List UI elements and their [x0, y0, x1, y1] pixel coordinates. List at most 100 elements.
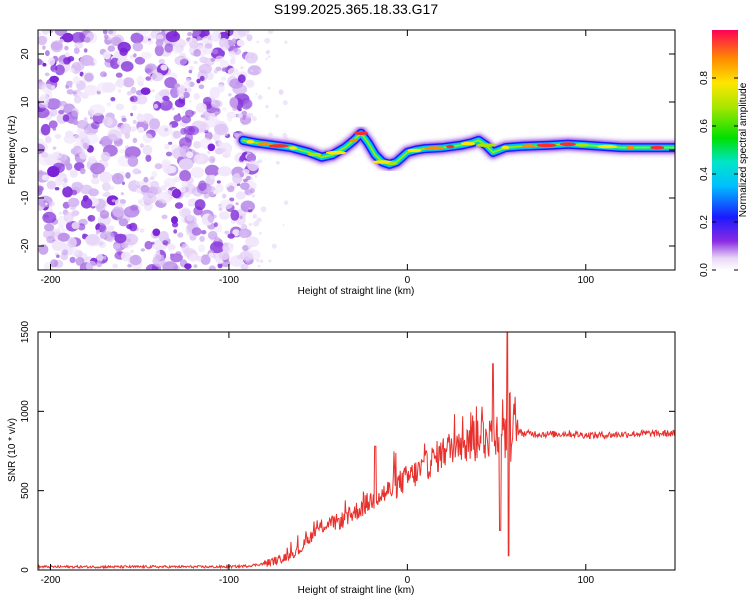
- noise-speckle: [130, 112, 134, 117]
- noise-speckle: [157, 124, 173, 137]
- noise-speckle: [214, 147, 224, 155]
- noise-speckle: [150, 89, 155, 93]
- noise-speckle: [107, 45, 116, 52]
- noise-speckle: [164, 143, 170, 150]
- noise-speckle: [181, 180, 188, 188]
- noise-speckle: [248, 256, 253, 261]
- noise-speckle: [106, 225, 115, 232]
- noise-speckle: [247, 209, 253, 213]
- noise-speckle: [54, 187, 60, 191]
- noise-speckle: [246, 162, 250, 167]
- noise-speckle: [133, 53, 137, 58]
- noise-speckle: [208, 265, 216, 270]
- noise-speckle: [275, 114, 279, 118]
- noise-speckle: [198, 244, 206, 253]
- noise-speckle: [96, 253, 104, 262]
- noise-speckle: [132, 168, 141, 175]
- noise-speckle: [42, 211, 57, 224]
- noise-speckle: [74, 41, 84, 49]
- noise-speckle: [115, 103, 125, 111]
- noise-speckle: [162, 95, 170, 102]
- colorbar-tick-label: 0.8: [699, 71, 710, 85]
- noise-speckle: [115, 72, 123, 78]
- noise-speckle: [90, 177, 100, 185]
- noise-speckle: [267, 86, 271, 90]
- noise-speckle: [129, 126, 137, 132]
- noise-speckle: [172, 45, 182, 54]
- noise-speckle: [265, 57, 268, 61]
- noise-speckle: [38, 143, 46, 155]
- ridge-hotspot: [424, 146, 445, 150]
- noise-speckle: [237, 74, 246, 84]
- noise-speckle: [54, 176, 64, 187]
- noise-speckle: [174, 55, 188, 66]
- noise-speckle: [179, 137, 192, 149]
- noise-speckle: [185, 77, 191, 82]
- ridge-hotspot: [307, 152, 322, 157]
- noise-speckle: [97, 214, 111, 226]
- noise-speckle: [96, 229, 100, 234]
- noise-speckle: [161, 214, 168, 220]
- noise-speckle: [182, 91, 190, 99]
- noise-speckle: [245, 175, 252, 181]
- noise-speckle: [191, 227, 202, 236]
- y-tick-label: 1500: [20, 320, 31, 343]
- noise-speckle: [228, 93, 232, 97]
- noise-speckle: [215, 55, 225, 62]
- noise-speckle: [184, 263, 192, 270]
- noise-speckle: [218, 37, 229, 48]
- noise-speckle: [154, 163, 163, 170]
- noise-speckle: [99, 210, 110, 219]
- snr-line: [38, 332, 675, 570]
- noise-speckle: [109, 186, 115, 190]
- noise-speckle: [247, 180, 250, 182]
- noise-speckle: [99, 241, 104, 246]
- noise-speckle: [100, 151, 111, 162]
- noise-speckle: [217, 263, 223, 269]
- ridge-hotspot: [354, 131, 368, 135]
- noise-speckle: [110, 97, 116, 102]
- noise-speckle: [204, 43, 213, 49]
- noise-speckle: [246, 51, 252, 57]
- noise-speckle: [72, 76, 81, 85]
- noise-speckle: [227, 233, 235, 239]
- noise-speckle: [87, 155, 97, 164]
- noise-speckle: [132, 137, 138, 144]
- noise-speckle: [207, 143, 216, 152]
- noise-speckle: [41, 30, 51, 36]
- noise-speckle: [136, 114, 146, 122]
- noise-speckle: [271, 243, 277, 249]
- noise-speckle: [239, 215, 243, 220]
- noise-speckle: [193, 141, 202, 149]
- noise-speckle: [218, 207, 223, 212]
- noise-speckle: [250, 177, 253, 181]
- noise-speckle: [218, 211, 230, 220]
- noise-speckle: [45, 202, 48, 206]
- x-tick-label: -200: [40, 575, 60, 586]
- noise-speckle: [65, 52, 70, 58]
- noise-speckle: [256, 217, 262, 223]
- noise-speckle: [165, 30, 181, 43]
- noise-speckle: [222, 107, 227, 111]
- noise-speckle: [62, 201, 70, 209]
- noise-speckle: [38, 58, 43, 66]
- noise-speckle: [171, 216, 178, 224]
- noise-speckle: [104, 191, 111, 198]
- ridge-hotspot: [326, 150, 346, 155]
- noise-speckle: [210, 99, 223, 109]
- noise-speckle: [145, 65, 154, 74]
- noise-speckle: [219, 60, 229, 69]
- noise-speckle: [140, 87, 151, 95]
- noise-speckle: [183, 81, 191, 89]
- noise-speckle: [282, 224, 285, 226]
- noise-speckle: [103, 34, 109, 39]
- noise-speckle: [83, 142, 89, 150]
- noise-speckle: [216, 108, 220, 112]
- noise-speckle: [255, 92, 258, 96]
- noise-speckle: [215, 66, 222, 72]
- noise-speckle: [54, 133, 62, 140]
- ridge-hotspot: [501, 145, 510, 150]
- noise-speckle: [160, 185, 167, 191]
